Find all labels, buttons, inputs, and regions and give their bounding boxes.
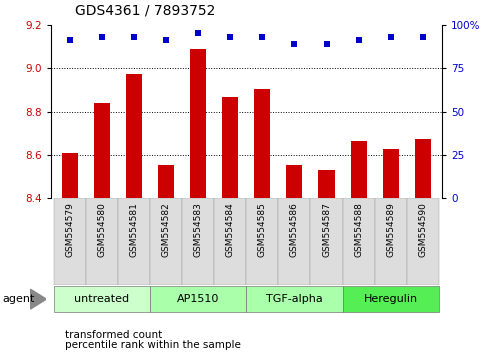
Bar xyxy=(415,139,431,198)
Text: untreated: untreated xyxy=(74,294,129,304)
FancyBboxPatch shape xyxy=(278,198,311,285)
Point xyxy=(66,38,74,43)
Text: GSM554580: GSM554580 xyxy=(98,202,107,257)
Text: GSM554582: GSM554582 xyxy=(162,202,170,257)
FancyBboxPatch shape xyxy=(150,198,182,285)
FancyBboxPatch shape xyxy=(214,198,246,285)
Bar xyxy=(286,165,302,198)
FancyBboxPatch shape xyxy=(118,198,150,285)
FancyBboxPatch shape xyxy=(182,198,214,285)
FancyBboxPatch shape xyxy=(342,286,439,312)
Text: GSM554590: GSM554590 xyxy=(418,202,427,257)
Text: GSM554584: GSM554584 xyxy=(226,202,235,257)
Text: agent: agent xyxy=(2,294,35,304)
FancyBboxPatch shape xyxy=(311,198,342,285)
Bar xyxy=(222,97,238,198)
Point xyxy=(98,34,106,40)
FancyBboxPatch shape xyxy=(407,198,439,285)
Bar xyxy=(383,149,398,198)
Text: GSM554586: GSM554586 xyxy=(290,202,299,257)
Text: GSM554588: GSM554588 xyxy=(354,202,363,257)
Point xyxy=(130,34,138,40)
Bar xyxy=(351,141,367,198)
Text: GSM554587: GSM554587 xyxy=(322,202,331,257)
Bar xyxy=(318,170,335,198)
Text: GSM554585: GSM554585 xyxy=(258,202,267,257)
Polygon shape xyxy=(30,289,46,309)
Point xyxy=(291,41,298,47)
Text: transformed count: transformed count xyxy=(65,330,162,340)
Bar xyxy=(255,89,270,198)
Bar xyxy=(158,165,174,198)
Text: GSM554581: GSM554581 xyxy=(129,202,139,257)
Point xyxy=(419,34,426,40)
Point xyxy=(355,38,362,43)
Point xyxy=(387,34,395,40)
FancyBboxPatch shape xyxy=(150,286,246,312)
Point xyxy=(162,38,170,43)
FancyBboxPatch shape xyxy=(246,286,342,312)
FancyBboxPatch shape xyxy=(54,286,150,312)
Text: GSM554579: GSM554579 xyxy=(66,202,74,257)
Text: AP1510: AP1510 xyxy=(177,294,219,304)
Text: GSM554583: GSM554583 xyxy=(194,202,203,257)
Bar xyxy=(190,48,206,198)
Text: GDS4361 / 7893752: GDS4361 / 7893752 xyxy=(75,4,215,18)
Bar xyxy=(126,74,142,198)
Text: TGF-alpha: TGF-alpha xyxy=(266,294,323,304)
Text: GSM554589: GSM554589 xyxy=(386,202,395,257)
Point xyxy=(227,34,234,40)
FancyBboxPatch shape xyxy=(54,198,86,285)
FancyBboxPatch shape xyxy=(246,198,278,285)
Point xyxy=(323,41,330,47)
Point xyxy=(194,30,202,36)
FancyBboxPatch shape xyxy=(375,198,407,285)
Text: percentile rank within the sample: percentile rank within the sample xyxy=(65,340,241,350)
FancyBboxPatch shape xyxy=(86,198,118,285)
Text: Heregulin: Heregulin xyxy=(364,294,418,304)
Bar xyxy=(94,103,110,198)
FancyBboxPatch shape xyxy=(342,198,375,285)
Point xyxy=(258,34,266,40)
Bar xyxy=(62,153,78,198)
